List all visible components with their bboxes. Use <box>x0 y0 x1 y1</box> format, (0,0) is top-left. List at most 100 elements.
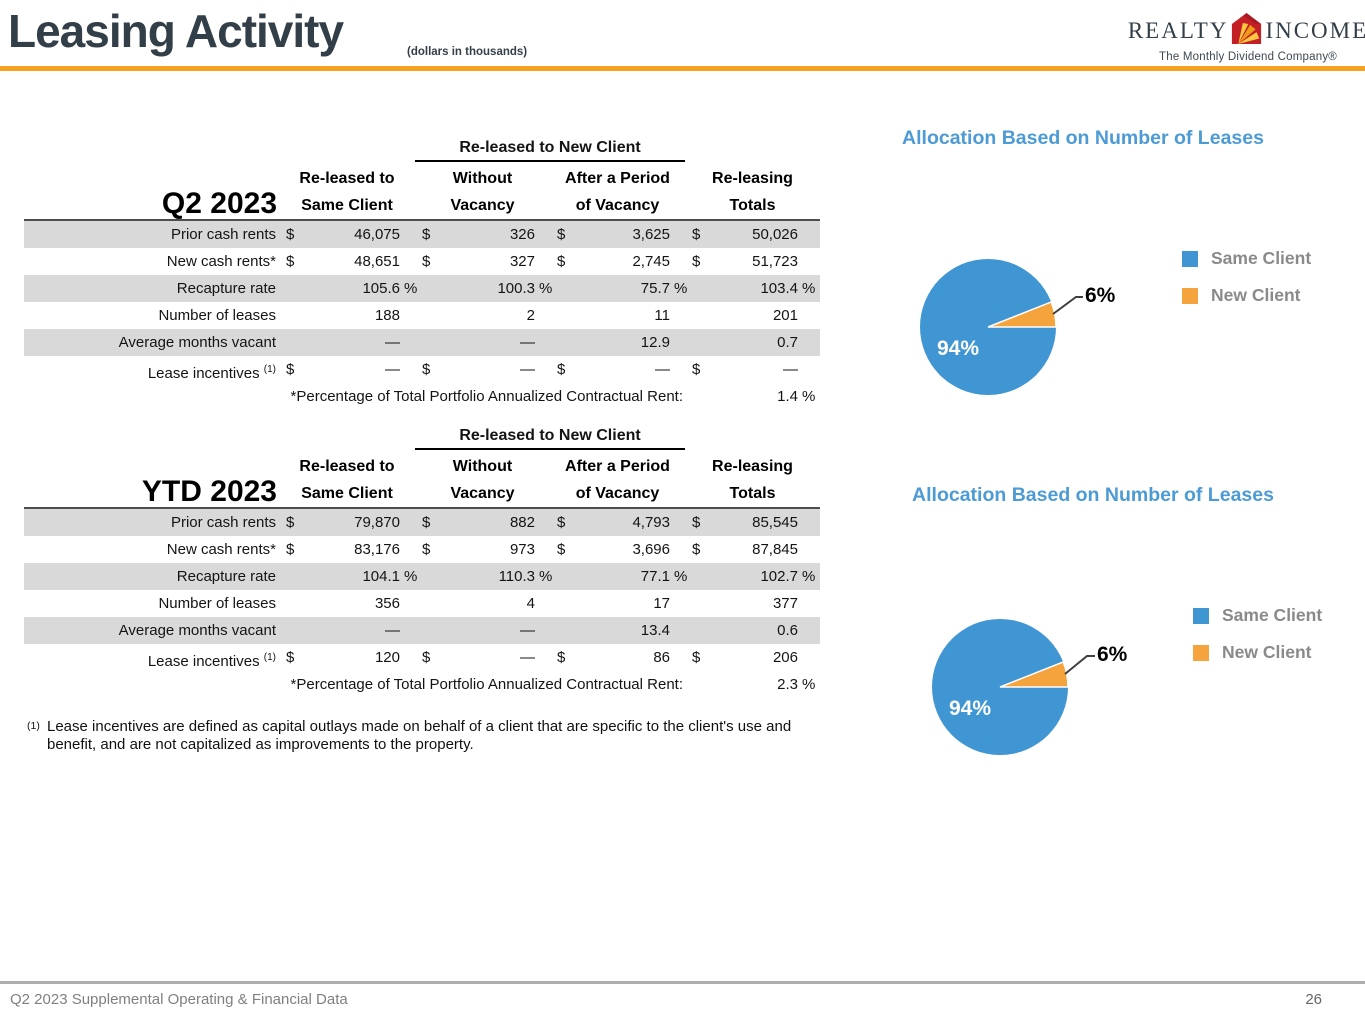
row-label-text: Recapture rate <box>176 568 276 585</box>
cell-value: 2,745 <box>632 253 670 270</box>
currency-symbol: $ <box>286 226 295 243</box>
chart-title-q2: Allocation Based on Number of Leases <box>902 127 1264 149</box>
currency-symbol: $ <box>422 541 431 558</box>
cell-value: 327 <box>509 253 535 270</box>
currency-symbol <box>550 590 573 617</box>
cell-value: 83,176 <box>354 541 400 558</box>
table-row: New cash rents* $48,651 $327 $2,745 $51,723 <box>24 248 820 275</box>
row-label-text: Prior cash rents <box>170 514 276 531</box>
row-label-text: Average months vacant <box>118 334 276 351</box>
currency-symbol: $ <box>692 226 701 243</box>
span-header: Re-leased to New Client <box>415 135 685 162</box>
currency-symbol <box>415 617 438 644</box>
column-header: Re-leasing Totals <box>685 450 820 507</box>
column-header-line: of Vacancy <box>575 197 660 214</box>
currency-symbol <box>279 275 302 302</box>
legend-swatch-same <box>1193 607 1209 624</box>
currency-symbol: $ <box>286 649 295 666</box>
page-title: Leasing Activity <box>8 5 344 57</box>
table-row: Average months vacant — — 12.9 0.7 <box>24 329 820 356</box>
column-header-line: Re-leasing <box>712 170 793 187</box>
table-row: Number of leases 356 4 17 377 <box>24 590 820 617</box>
pie-chart-q2 <box>920 259 1083 395</box>
currency-symbol <box>685 590 708 617</box>
cell-unit <box>670 590 685 617</box>
currency-symbol: $ <box>692 541 701 558</box>
span-header: Re-leased to New Client <box>415 423 685 450</box>
pct-row: *Percentage of Total Portfolio Annualize… <box>24 383 820 410</box>
currency-symbol <box>415 302 438 329</box>
row-label-text: New cash rents* <box>166 541 276 558</box>
cell-unit <box>535 329 550 356</box>
legend-item: New Client <box>1193 642 1322 662</box>
column-header-line: Same Client <box>301 485 393 502</box>
legend-swatch-same <box>1182 250 1198 267</box>
column-header-line: Re-leased to <box>299 458 395 475</box>
currency-symbol <box>415 275 438 302</box>
cell-unit <box>798 509 820 536</box>
cell-value: — <box>385 334 400 351</box>
cell-unit <box>400 590 415 617</box>
pct-row: *Percentage of Total Portfolio Annualize… <box>24 671 820 698</box>
cell-value: 87,845 <box>752 541 798 558</box>
cell-value: 100.3 <box>497 280 535 297</box>
period-label: Q2 2023 <box>161 187 277 220</box>
row-label-text: Prior cash rents <box>170 226 276 243</box>
currency-symbol <box>685 302 708 329</box>
cell-value: 2 <box>526 307 535 324</box>
table-header: Re-leased to New Client YTD 2023 Re-leas… <box>24 423 820 507</box>
currency-symbol <box>550 617 573 644</box>
currency-symbol: $ <box>692 514 701 531</box>
column-header-line: After a Period <box>565 458 670 475</box>
currency-symbol <box>550 302 573 329</box>
cell-unit: % <box>802 280 816 297</box>
row-label-sup: (1) <box>263 652 276 663</box>
cell-unit <box>798 590 820 617</box>
cell-unit <box>798 302 820 329</box>
footnote: (1) Lease incentives are defined as capi… <box>27 718 807 754</box>
callout-leader-line <box>1064 655 1095 675</box>
legend-label: New Client <box>1211 285 1301 305</box>
table-body: Prior cash rents $46,075 $326 $3,625 $50,026… <box>24 219 820 383</box>
row-label: Number of leases <box>24 302 279 329</box>
cell-unit <box>535 590 550 617</box>
cell-value: 11 <box>654 307 670 324</box>
pie-label-same: 94% <box>937 337 980 360</box>
row-label-text: Average months vacant <box>118 622 276 639</box>
row-label: New cash rents* <box>24 536 279 563</box>
cell-value: 0.6 <box>777 622 798 639</box>
cell-unit <box>670 536 685 563</box>
cell-unit <box>400 329 415 356</box>
currency-symbol <box>279 563 302 590</box>
row-label: Number of leases <box>24 590 279 617</box>
logo-tagline: The Monthly Dividend Company® <box>1159 51 1337 63</box>
cell-value: 0.7 <box>777 334 798 351</box>
table-row: Recapture rate 104.1% 110.3% 77.1% 102.7% <box>24 563 820 590</box>
cell-value: 13.4 <box>640 622 670 639</box>
footer-text: Q2 2023 Supplemental Operating & Financi… <box>10 991 348 1008</box>
chart-legend-q2: Same Client New Client <box>1182 248 1311 324</box>
column-header-line: Re-leasing <box>712 458 793 475</box>
cell-value: 79,870 <box>354 514 400 531</box>
cell-value: 3,696 <box>632 541 670 558</box>
currency-symbol <box>415 590 438 617</box>
currency-symbol <box>279 329 302 356</box>
currency-symbol: $ <box>557 226 566 243</box>
currency-symbol <box>279 302 302 329</box>
currency-symbol <box>279 590 302 617</box>
cell-value: 973 <box>509 541 535 558</box>
cell-unit: % <box>404 280 418 297</box>
cell-unit: % <box>674 568 688 585</box>
cell-value: 86 <box>653 649 670 666</box>
table-row: Number of leases 188 2 11 201 <box>24 302 820 329</box>
cell-value: 110.3 <box>498 568 535 585</box>
cell-value: 12.9 <box>640 334 670 351</box>
row-label: Average months vacant <box>24 329 279 356</box>
pct-label: *Percentage of Total Portfolio Annualize… <box>290 388 683 405</box>
row-label-text: Recapture rate <box>176 280 276 297</box>
footnote-text: Lease incentives are defined as capital … <box>47 718 792 753</box>
currency-symbol <box>415 329 438 356</box>
row-label-text: Lease incentives <box>147 653 260 670</box>
table-row: Lease incentives (1) $ — $ — $ — $ — <box>24 356 820 383</box>
realty-income-house-icon <box>1231 12 1262 50</box>
